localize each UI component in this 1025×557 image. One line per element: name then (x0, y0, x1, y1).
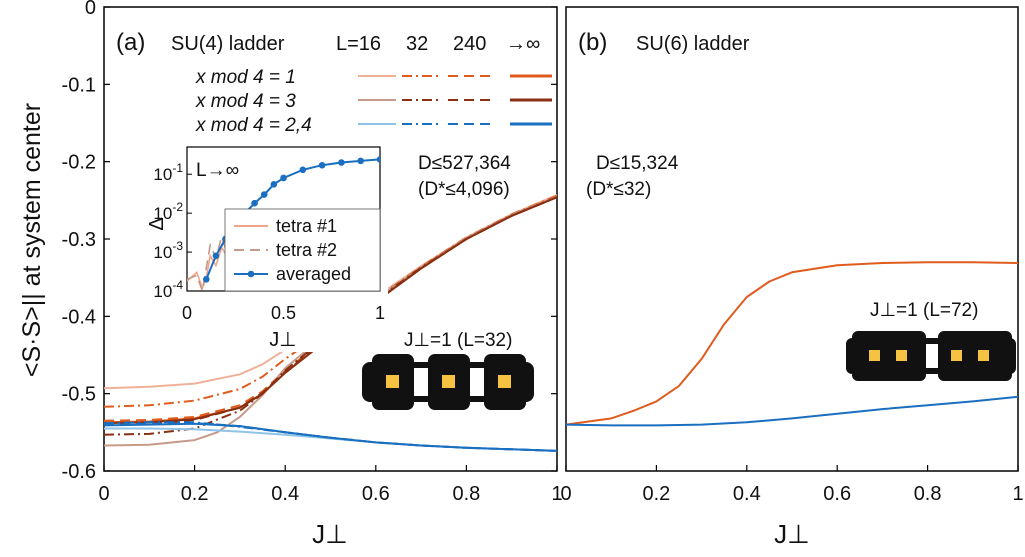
legend-row-3-label: x mod 4 = 2,4 (195, 115, 312, 136)
panel-a-ticks: 0 0.2 0.4 0.6 0.8 1 0 -0.1 -0.2 -0.3 -0.4 -0.5 -0.6 (62, 0, 563, 505)
inset-legend: tetra #1 tetra #2 averaged (234, 216, 351, 284)
series-line-a-10-x-mod-4-2-4-l-32 (104, 421, 557, 452)
inset-legend-label-averaged: averaged (276, 264, 351, 284)
panel-b-series (566, 261, 1018, 427)
inset-legend-label-tetra-2: tetra #2 (276, 240, 337, 260)
x-tick-label-b: 0.4 (733, 483, 761, 505)
x-tick-label-b: 0.2 (642, 483, 670, 505)
inset-x-axis-label: J⊥ (269, 329, 296, 351)
series-line-b-1-orange (566, 261, 1018, 426)
panel-a-bond-dimension-star: (D*≤4,096) (418, 179, 510, 200)
inset-averaged-marker (203, 275, 210, 283)
y-tick-label: -0.4 (62, 306, 96, 328)
y-tick-label: -0.1 (62, 74, 96, 96)
inset-y-tick-label: 10-2 (153, 200, 183, 223)
panel-b-frame (565, 6, 1019, 472)
inset-averaged-marker (280, 174, 287, 182)
inset-averaged-marker (260, 191, 268, 198)
panel-a-figure-label: J⊥=1 (L=32) (404, 330, 512, 351)
y-tick-label: 0 (85, 0, 96, 19)
y-tick-label: -0.2 (62, 152, 96, 174)
inset-averaged-marker (270, 181, 278, 188)
series-line-a-12-x-mod-4-2-4-l (104, 422, 557, 452)
legend-line-swatches (358, 74, 552, 126)
inset-y-tick-label: 10-3 (153, 239, 183, 262)
x-tick-label-b: 0 (560, 483, 571, 505)
y-tick-label: -0.3 (62, 229, 96, 251)
series-line-b-2-blue (566, 395, 1018, 427)
size-header-32: 32 (406, 33, 428, 55)
inset-averaged-marker (357, 157, 365, 165)
inset-averaged-marker (251, 199, 258, 207)
inset-title: L→∞ (196, 160, 239, 181)
x-tick-label-a: 0.2 (181, 483, 209, 505)
panel-b-label: (b) (578, 29, 607, 56)
ladder-illustration-su4 (362, 354, 534, 410)
inset-legend-label-tetra-1: tetra #1 (276, 216, 337, 236)
inset-x-tick-label: 0 (182, 303, 192, 323)
series-line-a-8-x-mod-4-3-l (104, 196, 557, 425)
inset-legend-marker (247, 270, 255, 278)
inset-y-tick-label: 10-1 (153, 161, 183, 184)
panel-b-bond-dimension: D≤15,324 (596, 153, 679, 174)
x-tick-label-a: 0.4 (271, 483, 299, 505)
y-tick-label: -0.6 (62, 461, 96, 483)
panel-b-bond-dimension-star: (D*≤32) (586, 179, 651, 200)
x-axis-label-b: J⊥ (774, 519, 810, 549)
size-header-240: 240 (453, 33, 486, 55)
size-header-inf: →∞ (506, 33, 540, 55)
inset-averaged-marker (212, 252, 220, 260)
inset-averaged-marker (299, 166, 307, 174)
x-tick-label-a: 0 (98, 483, 109, 505)
x-tick-label-b: 1 (1012, 483, 1023, 505)
panel-b-model: SU(6) ladder (636, 33, 750, 55)
panel-a-label: (a) (116, 29, 145, 56)
panel-a-bond-dimension: D≤527,364 (418, 153, 511, 174)
y-axis-label: <S·S>|| at system center (18, 103, 46, 377)
series-line-a-2-x-mod-4-1-l-32 (104, 194, 557, 408)
legend-row-2-label: x mod 4 = 3 (195, 91, 296, 112)
x-tick-label-b: 0.6 (823, 483, 851, 505)
inset-averaged-marker (376, 156, 380, 163)
inset-x-tick-label: 0.5 (271, 303, 296, 323)
inset-y-tick-label: 10-4 (153, 278, 183, 301)
inset-series-line-tetra-2 (187, 219, 246, 291)
inset-y-axis-label: Δ (146, 217, 168, 230)
size-header-16: L=16 (336, 33, 381, 55)
inset-averaged-marker (338, 159, 345, 166)
x-tick-label-a: 0.6 (362, 483, 390, 505)
x-tick-label-a: 0.8 (452, 483, 480, 505)
inset-averaged-marker (318, 161, 326, 169)
inset-x-tick-label: 1 (375, 303, 385, 323)
x-tick-label-b: 0.8 (914, 483, 942, 505)
x-axis-label-a: J⊥ (312, 519, 348, 549)
panel-b-ticks: 0 0.2 0.4 0.6 0.8 1 (560, 465, 1024, 505)
legend-row-1-label: x mod 4 = 1 (195, 67, 296, 88)
panel-b-figure-label: J⊥=1 (L=72) (870, 300, 978, 321)
inset-ticks: 0 0.5 1 10-4 10-3 10-2 10-1 (153, 161, 385, 323)
x-tick-label-a: 1 (551, 483, 562, 505)
ladder-illustration-su6 (846, 331, 1016, 381)
panel-a-model: SU(4) ladder (171, 33, 285, 55)
series-line-a-3-x-mod-4-1-l-240 (104, 195, 557, 422)
y-tick-label: -0.5 (62, 384, 96, 406)
